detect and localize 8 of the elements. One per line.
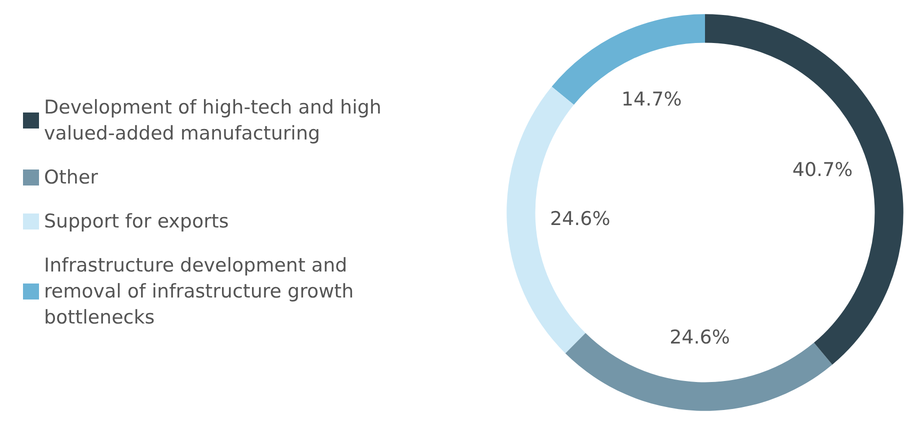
legend-label: Infrastructure development and removal of infrastructure growth bottlenecks	[44, 254, 360, 328]
data-label: 14.7%	[621, 88, 682, 110]
legend-label: Other	[44, 166, 98, 188]
data-label: 24.6%	[670, 326, 730, 348]
data-label: 24.6%	[550, 208, 610, 230]
legend-label: Support for exports	[44, 210, 229, 232]
data-label: 40.7%	[792, 158, 853, 181]
legend-label: Development of high-tech and high valued-added manufacturing	[44, 96, 388, 144]
